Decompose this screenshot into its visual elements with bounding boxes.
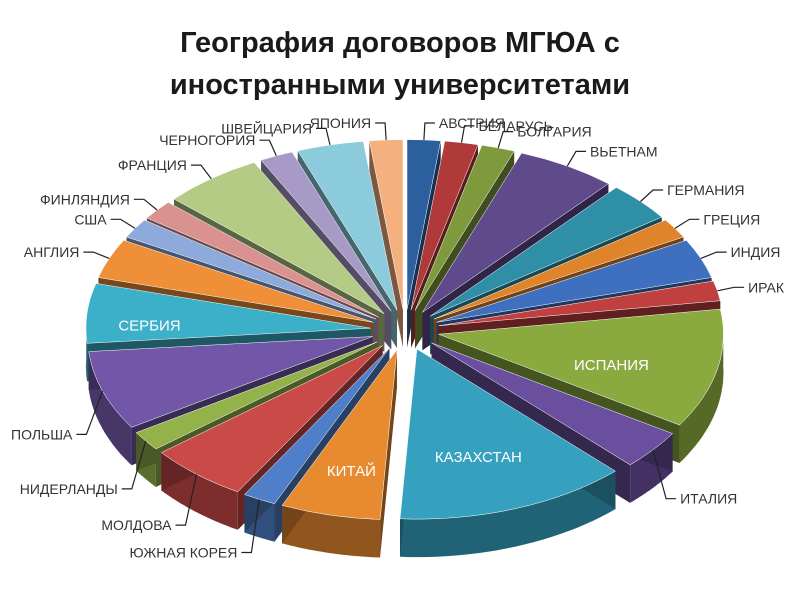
leader-line-ирак bbox=[717, 286, 745, 292]
label-казахстан: КАЗАХСТАН bbox=[435, 449, 522, 466]
slice-side-польша bbox=[88, 351, 132, 466]
slice-китай bbox=[281, 348, 398, 520]
pie-slices bbox=[85, 139, 724, 558]
slice-беларусь bbox=[410, 140, 479, 310]
slice-side-китай bbox=[282, 505, 381, 558]
slice-польша bbox=[88, 336, 373, 428]
label-болгария: БОЛГАРИЯ bbox=[517, 124, 591, 140]
leader-line-южная-корея bbox=[241, 499, 260, 554]
label-нидерланды: НИДЕРЛАНДЫ bbox=[20, 481, 118, 497]
label-польша: ПОЛЬША bbox=[11, 426, 73, 442]
slice-германия bbox=[430, 187, 663, 317]
leader-line-италия bbox=[652, 449, 677, 500]
leader-line-греция bbox=[674, 218, 700, 229]
label-черногория: ЧЕРНОГОРИЯ bbox=[159, 132, 255, 148]
label-беларусь: БЕЛАРУСЬ bbox=[479, 118, 553, 134]
leader-line-сша bbox=[110, 218, 136, 229]
leader-line-болгария bbox=[497, 131, 514, 149]
label-швейцария: ШВЕЙЦАРИЯ bbox=[221, 119, 312, 136]
leader-line-англия bbox=[83, 251, 110, 259]
label-финляндия: ФИНЛЯНДИЯ bbox=[40, 191, 130, 207]
slice-side-казахстан bbox=[400, 471, 616, 558]
leader-line-австрия bbox=[423, 122, 435, 140]
slice-швейцария bbox=[297, 141, 398, 311]
leader-line-финляндия bbox=[133, 198, 158, 211]
slice-wall-китай-0 bbox=[380, 349, 397, 558]
leader-line-швейцария bbox=[316, 127, 331, 146]
leader-line-польша bbox=[76, 390, 104, 435]
slice-япония bbox=[368, 139, 404, 310]
label-сербия: СЕРБИЯ bbox=[118, 317, 180, 334]
label-ирак: ИРАК bbox=[748, 279, 785, 295]
slice-австрия bbox=[406, 139, 442, 310]
leader-line-германия bbox=[640, 189, 664, 202]
label-япония: ЯПОНИЯ bbox=[310, 115, 371, 131]
chart-title-line-1: География договоров МГЮА с bbox=[180, 27, 620, 59]
label-англия: АНГЛИЯ bbox=[24, 244, 80, 260]
label-китай: КИТАЙ bbox=[327, 462, 376, 480]
slice-италия bbox=[431, 342, 674, 466]
label-молдова: МОЛДОВА bbox=[101, 517, 172, 533]
slice-финляндия bbox=[146, 202, 379, 318]
label-южная-корея: ЮЖНАЯ КОРЕЯ bbox=[130, 545, 238, 561]
leader-line-нидерланды bbox=[121, 440, 147, 490]
slice-англия bbox=[98, 240, 374, 323]
label-греция: ГРЕЦИЯ bbox=[703, 211, 760, 227]
label-франция: ФРАНЦИЯ bbox=[118, 157, 187, 173]
leader-line-франция bbox=[190, 164, 212, 180]
slice-вьетнам bbox=[422, 152, 609, 313]
slice-wall-япония-0 bbox=[369, 140, 403, 348]
label-индия: ИНДИЯ bbox=[731, 244, 781, 260]
slice-ирак bbox=[438, 280, 721, 327]
label-германия: ГЕРМАНИЯ bbox=[667, 182, 744, 198]
label-австрия: АВСТРИЯ bbox=[439, 115, 505, 131]
leader-line-беларусь bbox=[460, 125, 475, 143]
label-сша: США bbox=[74, 211, 107, 227]
slice-испания bbox=[438, 308, 724, 426]
slice-сербия bbox=[85, 283, 371, 344]
slice-южная-корея bbox=[244, 347, 390, 504]
chart-title-line-2: иностранными университетами bbox=[170, 69, 630, 101]
leader-line-вьетнам bbox=[566, 150, 586, 167]
label-испания: ИСПАНИЯ bbox=[574, 357, 649, 374]
slice-индия bbox=[436, 240, 712, 323]
leader-line-черногория bbox=[259, 139, 277, 157]
label-италия: ИТАЛИЯ bbox=[680, 491, 737, 507]
slice-казахстан bbox=[399, 348, 616, 520]
leader-line-молдова bbox=[175, 474, 198, 526]
slice-side-испания bbox=[679, 329, 724, 463]
slice-нидерланды bbox=[135, 341, 378, 450]
leader-line-индия bbox=[700, 251, 727, 259]
leader-line-япония bbox=[375, 122, 387, 140]
label-вьетнам: ВЬЕТНАМ bbox=[590, 143, 658, 159]
